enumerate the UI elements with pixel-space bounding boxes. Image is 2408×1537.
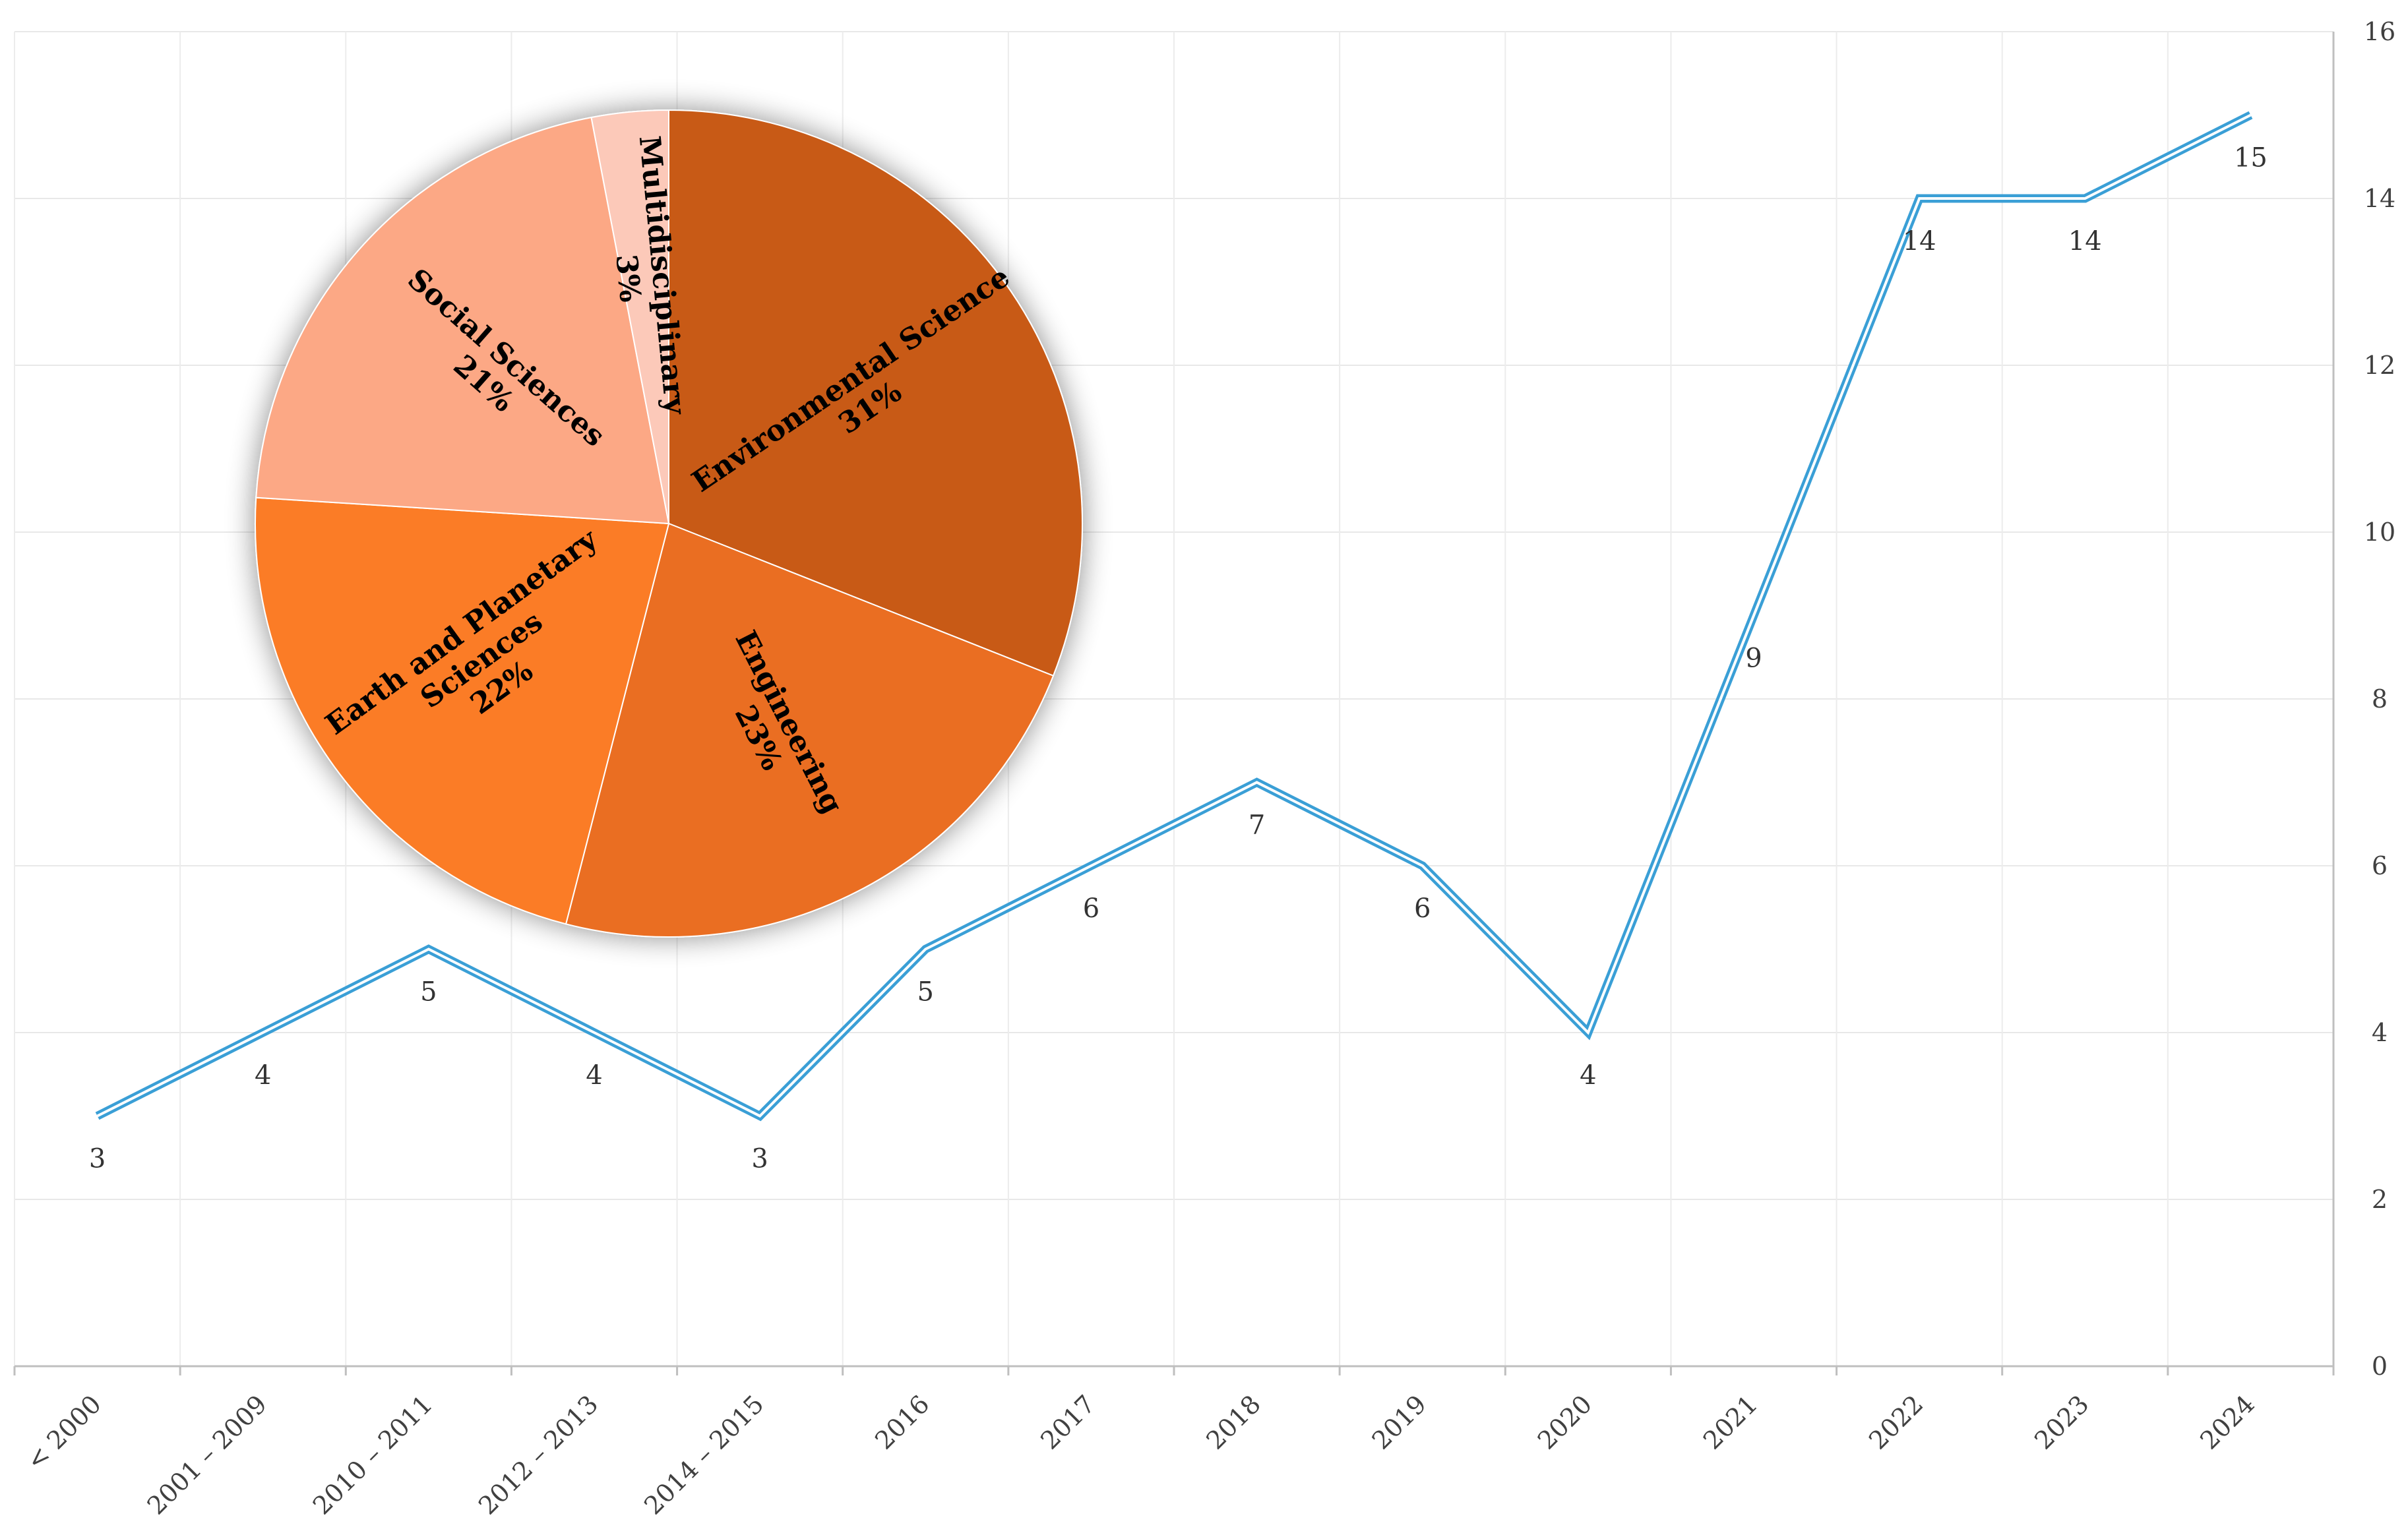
y-axis-tick-labels: 0 2 4 6 8 10 12 14 16 — [2364, 17, 2395, 1381]
x-tick-label: 2012 – 2013 — [473, 1389, 603, 1520]
x-tick-label: 2001 – 2009 — [142, 1389, 272, 1520]
data-label: 4 — [586, 1060, 602, 1091]
data-label: 15 — [2234, 143, 2268, 173]
x-tick-label: 2018 — [1200, 1389, 1266, 1455]
x-tick-label: 2022 — [1863, 1389, 1929, 1455]
x-tick-label: 2020 — [1532, 1389, 1598, 1455]
data-label: 7 — [1249, 810, 1265, 841]
y-tick-label: 12 — [2364, 351, 2395, 380]
data-label: 4 — [255, 1060, 271, 1091]
pie-percent-label: 3% — [609, 253, 647, 304]
x-tick-label: 2021 — [1698, 1389, 1764, 1455]
x-tick-label: 2017 — [1035, 1389, 1101, 1455]
x-tick-label: 2024 — [2194, 1389, 2260, 1455]
data-label: 5 — [917, 977, 934, 1008]
x-tick-label: 2016 — [869, 1389, 935, 1455]
x-tick-label: 2010 – 2011 — [307, 1389, 438, 1520]
y-tick-label: 4 — [2372, 1018, 2388, 1047]
y-tick-label: 10 — [2364, 518, 2395, 547]
pie-slice — [255, 497, 670, 925]
data-label: 6 — [1414, 893, 1431, 924]
data-label: 5 — [420, 977, 437, 1008]
data-label: 6 — [1083, 893, 1099, 924]
y-tick-label: 6 — [2372, 851, 2388, 880]
pie-slice — [590, 109, 669, 524]
x-tick-label: 2019 — [1367, 1389, 1433, 1455]
pie-slice — [668, 109, 1083, 677]
axes — [13, 32, 2335, 1375]
data-label: 3 — [751, 1144, 768, 1174]
x-tick-label: 2023 — [2029, 1389, 2095, 1455]
x-tick-label: 2014 – 2015 — [638, 1389, 769, 1520]
data-label: 4 — [1580, 1060, 1596, 1091]
x-axis-tick-labels: < 2000 2001 – 2009 2010 – 2011 2012 – 2013 2… — [20, 1389, 2260, 1520]
y-tick-label: 16 — [2364, 17, 2395, 46]
data-label: 14 — [1903, 226, 1936, 256]
line-series — [95, 111, 2253, 1122]
pie-chart — [255, 109, 1083, 938]
pie-slice — [255, 116, 670, 525]
x-tick-label: < 2000 — [20, 1389, 107, 1476]
y-tick-label: 8 — [2372, 684, 2388, 713]
y-tick-label: 2 — [2372, 1185, 2388, 1214]
y-tick-label: 0 — [2372, 1352, 2388, 1381]
data-label: 14 — [2068, 226, 2102, 256]
y-tick-label: 14 — [2364, 184, 2395, 213]
pie-slice — [565, 522, 1055, 938]
data-label: 3 — [89, 1144, 106, 1174]
data-label: 9 — [1745, 644, 1762, 674]
data-labels: 3 4 5 4 3 5 6 7 6 4 9 14 14 15 — [89, 143, 2268, 1174]
series-line-inner — [96, 113, 2252, 1118]
